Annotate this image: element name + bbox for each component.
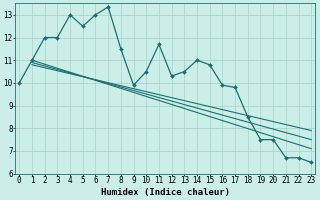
X-axis label: Humidex (Indice chaleur): Humidex (Indice chaleur) (101, 188, 230, 197)
